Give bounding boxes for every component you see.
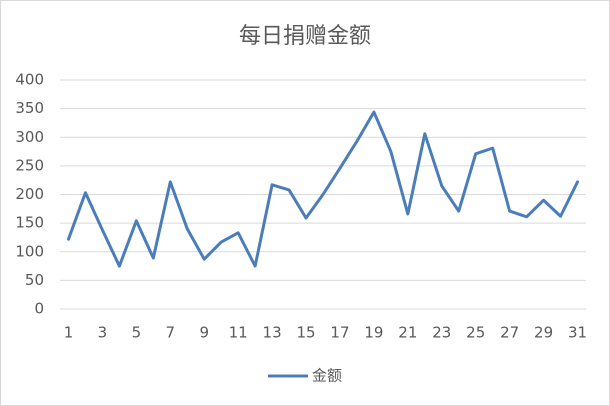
y-tick-label: 150 bbox=[15, 214, 44, 232]
x-tick-label: 13 bbox=[263, 324, 282, 342]
x-tick-label: 29 bbox=[534, 324, 553, 342]
x-tick-label: 15 bbox=[296, 324, 315, 342]
x-tick-label: 23 bbox=[432, 324, 451, 342]
y-tick-label: 50 bbox=[25, 271, 44, 289]
data-line bbox=[66, 110, 580, 268]
legend-label: 金额 bbox=[312, 367, 342, 385]
y-tick-label: 0 bbox=[34, 300, 44, 318]
x-tick-label: 31 bbox=[568, 324, 587, 342]
y-tick-label: 100 bbox=[15, 242, 44, 260]
x-tick-label: 19 bbox=[364, 324, 383, 342]
x-tick-label: 1 bbox=[64, 324, 74, 342]
y-tick-label: 250 bbox=[15, 156, 44, 174]
x-tick-label: 3 bbox=[98, 324, 108, 342]
x-tick-label: 5 bbox=[132, 324, 142, 342]
x-tick-label: 25 bbox=[466, 324, 485, 342]
chart-title: 每日捐赠金额 bbox=[239, 24, 371, 49]
x-tick-label: 7 bbox=[166, 324, 176, 342]
y-tick-label: 400 bbox=[15, 71, 44, 89]
y-tick-label: 350 bbox=[15, 99, 44, 117]
x-tick-label: 11 bbox=[229, 324, 248, 342]
x-tick-label: 9 bbox=[199, 324, 209, 342]
y-tick-label: 300 bbox=[15, 128, 44, 146]
x-tick-label: 17 bbox=[330, 324, 349, 342]
x-tick-label: 27 bbox=[500, 324, 519, 342]
x-tick-label: 21 bbox=[398, 324, 417, 342]
y-tick-label: 200 bbox=[15, 185, 44, 203]
